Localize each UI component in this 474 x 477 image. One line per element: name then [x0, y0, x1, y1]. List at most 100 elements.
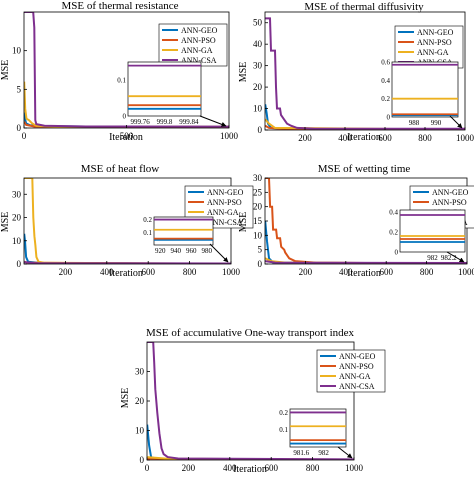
series-line-ann-csa — [147, 342, 354, 460]
zoom-arrow — [209, 243, 229, 263]
y-axis-label: MSE — [238, 62, 249, 83]
y-tick-label: 10 — [135, 426, 145, 436]
y-tick-label: 0 — [258, 259, 263, 269]
x-tick-label: 1000 — [456, 133, 474, 143]
zoom-arrow — [337, 446, 353, 459]
inset-x-tick-label: 982 — [427, 254, 438, 262]
inset-x-tick-label: 988 — [409, 119, 420, 127]
legend-label: ANN-PSO — [432, 198, 467, 207]
series-line-ann-csa — [265, 17, 465, 130]
chart-title: MSE of accumulative One-way transport in… — [146, 327, 355, 339]
inset-y-tick-label: 0 — [387, 114, 391, 122]
inset-x-tick-label: 940 — [170, 247, 181, 255]
x-tick-label: 400 — [339, 267, 353, 277]
x-tick-label: 400 — [100, 267, 114, 277]
y-tick-label: 30 — [12, 189, 22, 199]
legend-label: ANN-GA — [417, 48, 449, 57]
x-tick-label: 1000 — [220, 131, 239, 141]
y-axis-label: MSE — [0, 60, 11, 81]
inset-y-tick-label: 0.2 — [381, 95, 390, 103]
inset-y-tick-label: 0.2 — [389, 229, 398, 237]
plot-area — [264, 11, 466, 131]
x-tick-label: 400 — [338, 133, 352, 143]
series-line-ann-csa — [24, 261, 231, 264]
zoom-arrow — [446, 251, 465, 263]
x-tick-label: 400 — [223, 463, 237, 473]
inset-box — [127, 61, 202, 117]
inset-y-tick-label: 0.1 — [143, 229, 152, 237]
x-tick-label: 0 — [22, 131, 27, 141]
y-tick-label: 25 — [253, 187, 263, 197]
chart-title: MSE of heat flow — [81, 163, 160, 175]
series-line-ann-csa — [265, 260, 467, 264]
inset-y-tick-label: 0.2 — [143, 216, 152, 224]
inset-zoom: 920 940 960 980 0.1 0.2 — [143, 216, 214, 255]
y-tick-label: 0 — [17, 259, 22, 269]
chart-panel-5: 0 200 400 600 800 1000 0 10 20 30 MSE of accumulat… — [120, 327, 386, 475]
y-tick-label: 0 — [140, 455, 145, 465]
x-tick-label: 200 — [59, 267, 73, 277]
inset-y-tick-label: 0 — [123, 113, 127, 121]
x-tick-label: 800 — [420, 267, 434, 277]
inset-x-tick-label: 982 — [318, 449, 329, 457]
series-line-ann-pso — [265, 178, 467, 264]
inset-x-tick-label: 999.8 — [157, 118, 173, 126]
y-tick-label: 20 — [253, 82, 263, 92]
legend-label: ANN-CSA — [207, 218, 243, 227]
x-tick-label: 800 — [418, 133, 432, 143]
y-tick-label: 0 — [17, 123, 22, 133]
y-tick-label: 10 — [12, 236, 22, 246]
inset-zoom: 999.76 999.8 999.84 0 0.1 — [117, 61, 202, 126]
plot-lines — [265, 178, 467, 264]
legend-label: ANN-GEO — [432, 188, 469, 197]
y-tick-label: 30 — [135, 367, 145, 377]
inset-x-tick-label: 981.6 — [293, 449, 309, 457]
inset-y-tick-label: 0.1 — [279, 426, 288, 434]
x-tick-label: 800 — [306, 463, 320, 473]
y-tick-label: 40 — [253, 39, 263, 49]
x-tick-label: 200 — [182, 463, 196, 473]
chart-title: MSE of wetting time — [318, 163, 411, 175]
y-axis-label: MSE — [120, 388, 131, 409]
inset-x-tick-label: 999.76 — [131, 118, 151, 126]
y-tick-label: 5 — [17, 84, 22, 94]
legend-label: ANN-GA — [339, 372, 371, 381]
inset-zoom: 988 990 0 0.2 0.4 0.6 — [381, 59, 459, 127]
x-tick-label: 200 — [298, 133, 312, 143]
x-axis-label: Iteration — [109, 132, 143, 143]
inset-box — [289, 408, 347, 448]
x-tick-label: 1000 — [458, 267, 474, 277]
y-tick-label: 10 — [253, 104, 263, 114]
chart-title: MSE of thermal diffusivity — [304, 1, 424, 13]
legend-label: ANN-PSO — [339, 362, 374, 371]
y-tick-label: 10 — [253, 230, 263, 240]
plot-lines — [24, 178, 231, 264]
inset-y-tick-label: 0.4 — [381, 77, 390, 85]
inset-y-tick-label: 0.1 — [117, 77, 126, 85]
inset-x-tick-label: 980 — [202, 247, 213, 255]
x-tick-label: 500 — [120, 131, 134, 141]
series-line-ann-csa — [24, 12, 229, 128]
inset-box — [391, 61, 459, 118]
inset-x-tick-label: 990 — [431, 119, 442, 127]
x-tick-label: 800 — [183, 267, 197, 277]
x-tick-label: 600 — [141, 267, 155, 277]
x-tick-label: 200 — [299, 267, 313, 277]
chart-panel-2: 200 400 600 800 1000 0 10 20 30 40 50 MSE of therma… — [238, 1, 474, 143]
x-axis-label: Iteration — [109, 268, 143, 279]
inset-zoom: 981.6 982 0.1 0.2 — [279, 408, 347, 457]
y-tick-label: 5 — [258, 245, 263, 255]
y-tick-label: 15 — [253, 216, 263, 226]
inset-y-tick-label: 0.4 — [389, 209, 398, 217]
inset-y-tick-label: 0 — [395, 249, 399, 257]
legend-label: ANN-PSO — [181, 36, 216, 45]
plot-lines — [24, 12, 229, 128]
y-tick-label: 20 — [12, 213, 22, 223]
inset-zoom: 982 982.2 0 0.2 0.4 — [389, 209, 466, 262]
x-axis-label: Iteration — [233, 464, 267, 475]
y-tick-label: 20 — [253, 202, 263, 212]
x-tick-label: 600 — [264, 463, 278, 473]
legend-label: ANN-PSO — [417, 38, 452, 47]
